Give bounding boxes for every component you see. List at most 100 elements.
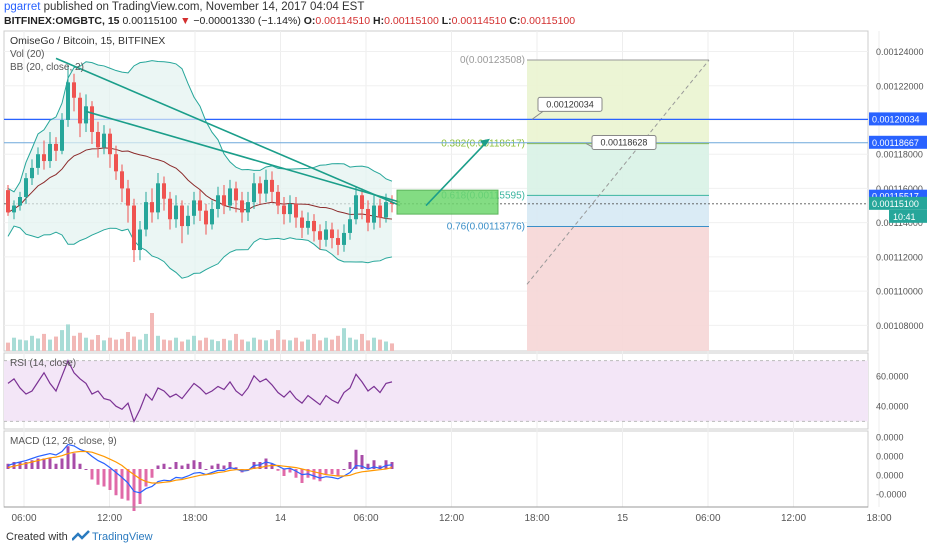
candle-body bbox=[96, 131, 100, 148]
volume-bar bbox=[366, 340, 370, 351]
created-with-text: Created with bbox=[6, 531, 68, 543]
macd-histogram-bar bbox=[174, 462, 178, 469]
candle-body bbox=[90, 106, 94, 132]
volume-bar bbox=[372, 337, 376, 351]
x-tick-label: 12:00 bbox=[781, 513, 806, 524]
macd-histogram-bar bbox=[180, 465, 184, 469]
author-link[interactable]: pgarret bbox=[4, 1, 41, 13]
close-label: C: bbox=[509, 15, 521, 27]
volume-legend: Vol (20) bbox=[10, 49, 44, 60]
trendline-upper bbox=[55, 57, 401, 207]
candle-body bbox=[264, 179, 268, 194]
candle-body bbox=[120, 171, 124, 189]
candle-body bbox=[114, 154, 118, 172]
macd-histogram-bar bbox=[60, 458, 64, 469]
macd-tick-label: -0.0000 bbox=[876, 490, 907, 500]
macd-histogram-bar bbox=[264, 458, 268, 469]
chart-canvas[interactable]: 06:00 12:00 18:00 14 06:00 12:00 18:00 15 06:00 1… bbox=[0, 29, 932, 524]
x-tick-label: 06:00 bbox=[695, 513, 720, 524]
candle-body bbox=[294, 203, 298, 218]
fib-zone-618-76 bbox=[527, 195, 709, 227]
volume-bar bbox=[234, 333, 238, 351]
macd-tick-label: 0.0000 bbox=[876, 471, 904, 481]
callout-pointer bbox=[531, 110, 544, 120]
footer: Created with TradingView bbox=[0, 524, 932, 550]
candle-body bbox=[102, 133, 106, 148]
candle-body bbox=[348, 219, 352, 233]
volume-bar bbox=[192, 335, 196, 351]
x-tick-label: 18:00 bbox=[182, 513, 207, 524]
rsi-tick-label: 60.0000 bbox=[876, 371, 909, 381]
candle-body bbox=[126, 188, 130, 206]
macd-histogram-bar bbox=[282, 469, 286, 476]
volume-bar bbox=[174, 337, 178, 351]
candle-body bbox=[198, 200, 202, 211]
volume-bar bbox=[246, 341, 250, 351]
candle-body bbox=[282, 205, 286, 215]
volume-bar bbox=[276, 330, 280, 351]
price-axis-tag bbox=[869, 135, 927, 149]
macd-histogram-bar bbox=[318, 469, 322, 482]
price-tick-label: 0.00112000 bbox=[876, 252, 923, 262]
volume-bar bbox=[72, 335, 76, 351]
volume-bar bbox=[102, 340, 106, 351]
volume-bar bbox=[216, 341, 220, 351]
volume-bar bbox=[258, 339, 262, 351]
volume-bar bbox=[378, 339, 382, 351]
projection-arrow-line bbox=[425, 139, 489, 207]
candle-body bbox=[66, 82, 70, 120]
volume-bar bbox=[84, 337, 88, 351]
fib-level-label: 0.76(0.00113776) bbox=[447, 221, 525, 232]
volume-bar bbox=[78, 332, 82, 351]
fib-zone-382-618 bbox=[527, 143, 709, 196]
candle-body bbox=[246, 202, 250, 213]
macd-histogram-bar bbox=[108, 469, 112, 490]
bollinger-lower-line bbox=[7, 225, 393, 279]
macd-histogram-bar bbox=[312, 469, 316, 480]
x-tick-label: 18:00 bbox=[866, 513, 891, 524]
candle-body bbox=[174, 205, 178, 220]
macd-histogram-bar bbox=[366, 463, 370, 469]
volume-bar bbox=[384, 341, 388, 351]
low-value: 0.00114510 bbox=[451, 15, 507, 27]
macd-histogram-bar bbox=[102, 469, 106, 487]
high-label: H: bbox=[373, 15, 385, 27]
callout-text: 0.00120034 bbox=[546, 99, 594, 109]
candle-body bbox=[192, 200, 196, 216]
volume-bar bbox=[210, 339, 214, 351]
close-value: 0.00115100 bbox=[520, 15, 576, 27]
x-tick-label: 06:00 bbox=[353, 513, 378, 524]
rsi-band-fill bbox=[4, 360, 868, 422]
candle-body bbox=[240, 200, 244, 213]
volume-bar bbox=[42, 333, 46, 351]
candle-body bbox=[222, 195, 226, 206]
price-tick-label: 0.00110000 bbox=[876, 287, 923, 297]
publish-line: pgarret published on TradingView.com, No… bbox=[4, 1, 364, 13]
candle-body bbox=[18, 196, 22, 206]
candle-body bbox=[270, 179, 274, 192]
rsi-tick-label: 40.0000 bbox=[876, 402, 909, 412]
volume-bar bbox=[126, 332, 130, 351]
published-text: published on TradingView.com, November 1… bbox=[43, 1, 365, 13]
price-axis-tag-text: 0.00115517 bbox=[872, 192, 919, 202]
macd-histogram-bar bbox=[258, 462, 262, 469]
bollinger-upper-line bbox=[7, 60, 393, 193]
volume-bar bbox=[354, 339, 358, 351]
volume-bar bbox=[96, 335, 100, 351]
volume-bar bbox=[132, 336, 136, 351]
candle-body bbox=[84, 106, 88, 124]
candle-body bbox=[216, 195, 220, 209]
volume-bar bbox=[348, 337, 352, 351]
last-price: 0.00115100 bbox=[122, 15, 178, 27]
macd-histogram-bar bbox=[360, 455, 364, 469]
macd-histogram-bar bbox=[162, 463, 166, 469]
volume-bar bbox=[198, 340, 202, 351]
tradingview-link[interactable]: TradingView bbox=[92, 531, 153, 543]
macd-signal-line bbox=[7, 450, 393, 484]
volume-bar bbox=[54, 336, 58, 351]
macd-histogram-bar bbox=[132, 469, 136, 511]
volume-bar bbox=[300, 341, 304, 351]
bollinger-basis-line bbox=[7, 147, 393, 220]
candle-body bbox=[180, 205, 184, 227]
volume-bar bbox=[240, 339, 244, 351]
